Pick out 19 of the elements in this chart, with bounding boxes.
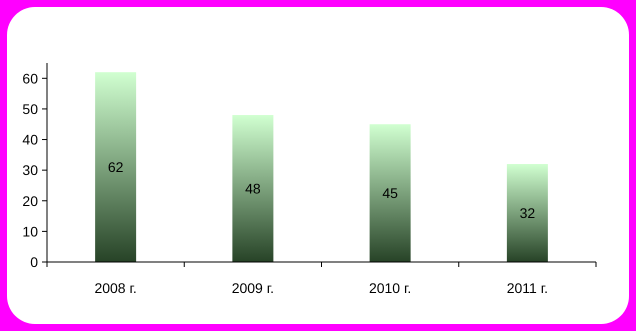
y-tick-label: 10 [22, 223, 38, 240]
y-tick-label: 50 [22, 100, 38, 117]
bar [232, 115, 274, 262]
bar [95, 72, 136, 262]
y-tick-label: 40 [22, 132, 38, 148]
x-tick-label: 2010 г. [368, 280, 412, 296]
bar [370, 124, 411, 262]
data-label: 48 [245, 180, 261, 197]
data-label: 62 [108, 159, 124, 176]
data-label: 45 [382, 185, 398, 202]
y-tick-label: 30 [22, 162, 38, 178]
x-tick-label: 2008 г. [94, 280, 137, 296]
y-tick-label: 0 [30, 254, 38, 270]
bar [506, 164, 548, 262]
y-tick-label: 20 [22, 192, 38, 209]
x-tick-label: 2009 г. [232, 280, 274, 296]
y-tick-label: 60 [22, 70, 38, 86]
data-label: 32 [520, 205, 536, 222]
x-tick-label: 2011 г. [506, 280, 548, 296]
